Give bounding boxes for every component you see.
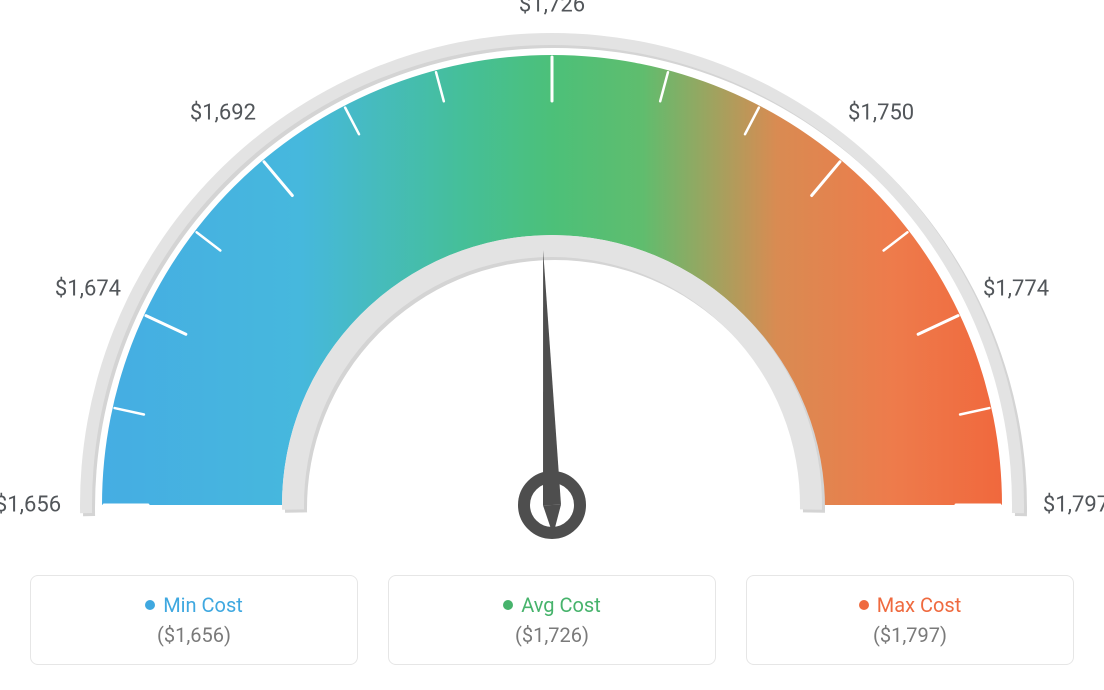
- gauge-tick-label: $1,656: [0, 493, 61, 518]
- gauge-svg: [0, 0, 1104, 560]
- legend-card-min: Min Cost ($1,656): [30, 575, 358, 665]
- legend-avg-title: Avg Cost: [503, 593, 601, 617]
- gauge-tick-label: $1,774: [983, 276, 1049, 301]
- legend-min-title: Min Cost: [145, 593, 243, 617]
- gauge-tick-label: $1,797: [1043, 493, 1104, 518]
- legend-avg-label: Avg Cost: [521, 593, 601, 617]
- legend-max-value: ($1,797): [873, 623, 947, 647]
- dot-icon-avg: [503, 600, 513, 610]
- gauge-tick-label: $1,692: [190, 100, 256, 125]
- gauge-tick-label: $1,726: [519, 0, 585, 18]
- gauge-tick-label: $1,750: [848, 100, 914, 125]
- legend-card-avg: Avg Cost ($1,726): [388, 575, 716, 665]
- legend-row: Min Cost ($1,656) Avg Cost ($1,726) Max …: [0, 570, 1104, 690]
- legend-min-label: Min Cost: [163, 593, 243, 617]
- legend-max-label: Max Cost: [877, 593, 962, 617]
- dot-icon-min: [145, 600, 155, 610]
- legend-avg-value: ($1,726): [515, 623, 589, 647]
- dot-icon-max: [859, 600, 869, 610]
- legend-min-value: ($1,656): [157, 623, 231, 647]
- cost-gauge: $1,656 $1,674 $1,692 $1,726 $1,750 $1,774 $1,7…: [0, 0, 1104, 560]
- legend-card-max: Max Cost ($1,797): [746, 575, 1074, 665]
- gauge-tick-label: $1,674: [55, 276, 121, 301]
- legend-max-title: Max Cost: [859, 593, 962, 617]
